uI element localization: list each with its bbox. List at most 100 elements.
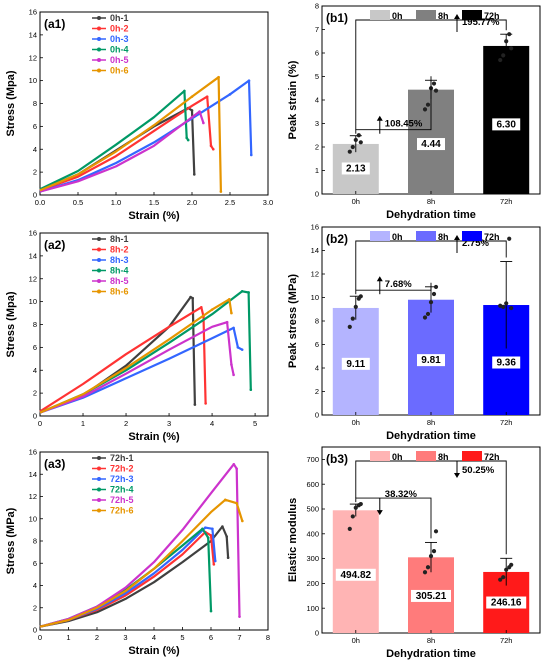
a2-point [232, 326, 235, 330]
a3-point [221, 525, 224, 528]
b1-legend-label: 0h [392, 11, 403, 21]
a1-xtick-label: 2.5 [225, 198, 235, 207]
a2-legend-marker [97, 268, 101, 273]
a2-ytick-label: 8 [33, 320, 37, 329]
a2-xtick-label: 3 [167, 419, 171, 428]
a3-legend-label: 72h-1 [110, 453, 134, 463]
b1-data-dot [356, 133, 361, 138]
a3-point [206, 536, 210, 539]
b3-annotation-2: 50.25% [462, 465, 495, 476]
b2-value-label: 9.11 [346, 359, 365, 370]
b3-value-box [486, 596, 527, 609]
a1-ytick-label: 10 [29, 76, 37, 85]
b1-ylabel: Peak strain (%) [287, 60, 299, 139]
a1-legend-marker [97, 16, 101, 20]
a2-panel-label: (a2) [44, 238, 65, 252]
a1-legend-label: 0h-2 [110, 24, 129, 34]
b3-data-dot [347, 526, 352, 531]
b3-ytick-label: 700 [306, 455, 319, 464]
b1-ytick-label: 5 [315, 72, 319, 81]
a1-point [183, 89, 186, 93]
b3-data-dot [431, 549, 437, 554]
b3-ytick-label: 200 [306, 579, 319, 588]
a3-ytick-label: 0 [33, 626, 37, 635]
b1-panel-label: (b1) [326, 11, 348, 25]
b3-annotation-1: 38.32% [385, 489, 418, 500]
a3-point [204, 526, 207, 529]
a3-point [209, 534, 213, 537]
b1-ytick-label: 3 [315, 119, 319, 128]
b2-legend-swatch [416, 231, 436, 241]
b2-data-dot [425, 311, 431, 317]
a2-ytick-label: 16 [29, 229, 37, 238]
a1-legend-marker [97, 68, 101, 73]
a2-point [227, 298, 231, 301]
a1-point [198, 110, 201, 113]
b1-value-label: 2.13 [346, 163, 366, 174]
b3-legend-swatch [416, 451, 436, 461]
a1-point [247, 79, 251, 82]
b2-ylabel: Peak stress (MPa) [287, 274, 299, 368]
a1-point [192, 173, 196, 176]
a1-legend-marker [97, 37, 101, 41]
b2-ytick-label: 6 [315, 340, 319, 349]
a3-xtick-label: 1 [66, 633, 70, 642]
a2-xtick-label: 4 [210, 419, 214, 428]
b2-xlabel: Dehydration time [386, 430, 476, 442]
a1-ytick-label: 14 [29, 30, 37, 39]
b3-data-dot [350, 514, 355, 519]
a1-xlabel: Strain (%) [128, 210, 180, 222]
b2-data-dot [509, 305, 514, 311]
a2-legend-marker [97, 289, 101, 294]
b1-ytick-label: 7 [315, 25, 319, 34]
a2-ytick-label: 14 [29, 251, 37, 260]
b3-bracket-1 [355, 497, 432, 539]
a3-series-72h-6 [39, 498, 244, 628]
a2-ytick-label: 6 [33, 343, 37, 352]
b2-panel-label: (b2) [326, 232, 348, 246]
a1-point [186, 138, 190, 142]
a3-legend-label: 72h-2 [110, 464, 134, 474]
a3-point [235, 501, 238, 505]
a2-legend-label: 8h-3 [110, 255, 129, 265]
a3-point [238, 615, 241, 618]
b3-data-dot [504, 567, 509, 572]
b2-data-dot [347, 324, 352, 329]
a1-legend-marker [97, 47, 101, 52]
b3-value-box [411, 589, 451, 602]
a2-series-8h-5 [39, 321, 235, 414]
a3-point [225, 535, 228, 538]
a2-xtick-label: 5 [253, 419, 257, 428]
a3-xtick-label: 4 [152, 633, 156, 642]
a3-point [241, 519, 244, 523]
b2-data-dot [428, 300, 434, 305]
b2-annotation-2: 2.75% [462, 238, 489, 249]
b1-annotation-2: 195.77% [462, 17, 500, 28]
b2-arrow-1-head [376, 276, 383, 282]
a2-point [249, 388, 253, 391]
b1-legend-swatch [462, 10, 482, 20]
b2-value-label: 9.81 [421, 355, 441, 366]
a3-ytick-label: 6 [33, 559, 37, 568]
a2-legend-label: 8h-4 [110, 266, 129, 276]
b1-ytick-label: 6 [315, 49, 319, 58]
b3-legend-swatch [370, 451, 390, 461]
b2-ytick-label: 2 [315, 387, 319, 396]
a2-point [225, 320, 229, 324]
a3-legend-label: 72h-5 [110, 495, 134, 505]
a2-ytick-label: 12 [29, 274, 37, 283]
b2-legend-label: 72h [484, 232, 500, 242]
b2-ytick-label: 14 [311, 246, 319, 255]
b1-arrow-1-head [376, 115, 383, 121]
b1-xtick-label: 8h [427, 197, 435, 206]
b1-ytick-label: 0 [315, 190, 319, 199]
a2-point [236, 346, 240, 349]
b3-data-dot [422, 570, 428, 575]
a2-legend-label: 8h-2 [110, 245, 129, 255]
b1-data-dot [509, 46, 514, 51]
b3-legend-swatch [462, 451, 482, 461]
a1-point [190, 109, 194, 112]
b2-legend-swatch [370, 231, 390, 241]
a2-legend-marker [97, 279, 101, 283]
b2-bracket-1 [355, 282, 432, 295]
